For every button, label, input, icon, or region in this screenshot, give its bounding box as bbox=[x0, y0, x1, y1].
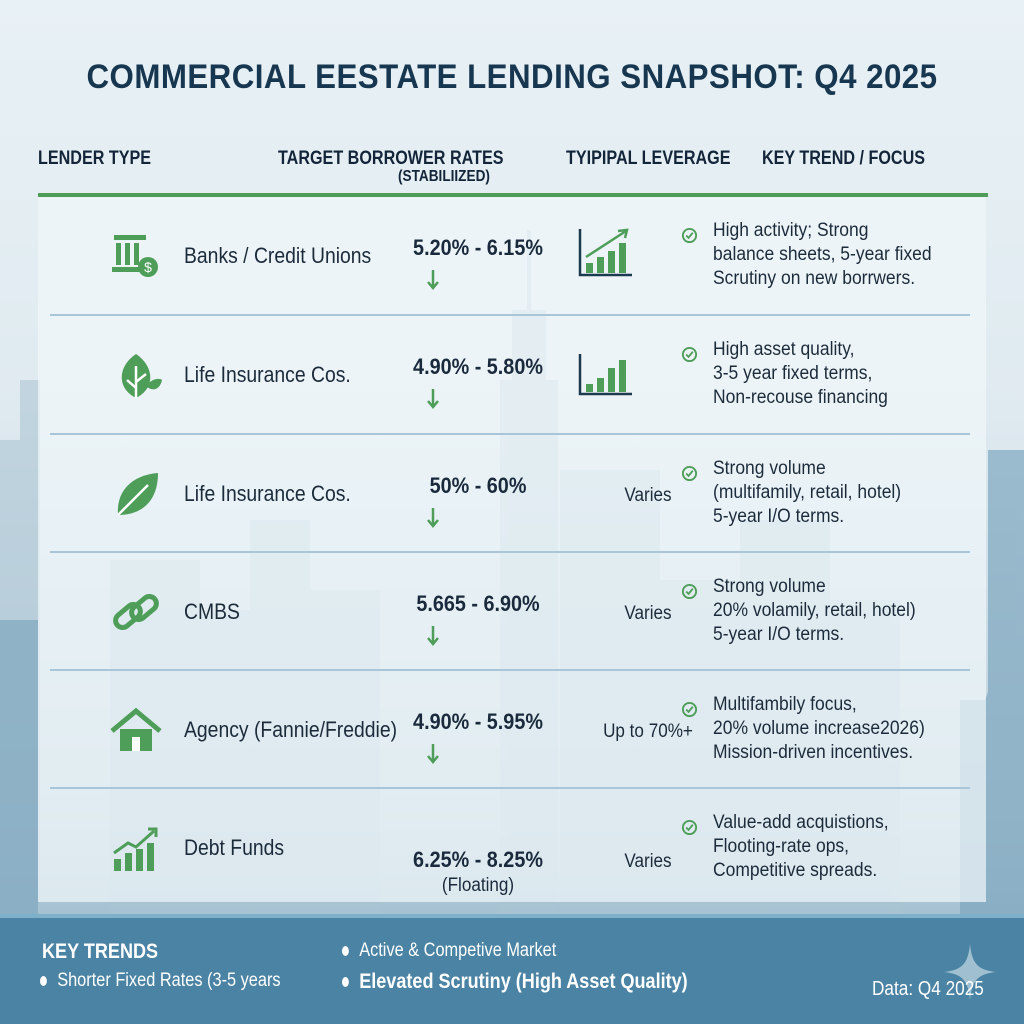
footer-heading: KEY TRENDS bbox=[42, 940, 159, 963]
trend-line: High activity; Strong bbox=[713, 220, 869, 241]
trend-text: Strong volume 20% volamily, retail, hotel… bbox=[713, 575, 916, 647]
trend-text: Value-add acquistions, Flooting-rate ops,… bbox=[713, 811, 889, 883]
bullet-icon bbox=[342, 945, 349, 956]
lender-name: Agency (Fannie/Freddie) bbox=[184, 717, 398, 742]
growth-chart-icon bbox=[578, 228, 632, 277]
trend-line: 20% volamily, retail, hotel) bbox=[713, 600, 916, 621]
trend-up-chart-icon bbox=[113, 827, 158, 871]
row-divider bbox=[50, 669, 970, 671]
rate-range: 4.90% - 5.80% bbox=[413, 354, 543, 379]
check-circle-icon bbox=[681, 465, 698, 482]
trend-line: Flooting-rate ops, bbox=[713, 836, 850, 857]
row-divider bbox=[50, 433, 970, 435]
check-circle-icon bbox=[681, 701, 698, 718]
leverage-value: Up to 70%+ bbox=[603, 721, 693, 742]
data-source: Data: Q4 2025 bbox=[872, 978, 984, 1000]
footer-item: Elevated Scrutiny (High Asset Quality) bbox=[342, 970, 688, 994]
row-divider bbox=[50, 787, 970, 789]
lender-name: Life Insurance Cos. bbox=[184, 362, 351, 387]
house-icon bbox=[110, 707, 162, 751]
trend-line: 5-year I/O terms. bbox=[713, 506, 845, 527]
trend-line: 3-5 year fixed terms, bbox=[713, 363, 873, 384]
leverage-value: Varies bbox=[624, 603, 672, 624]
trend-line: Competitive spreads. bbox=[713, 860, 878, 881]
header-divider bbox=[38, 193, 988, 197]
row-divider bbox=[50, 314, 970, 316]
arrow-down-icon bbox=[427, 508, 439, 528]
trend-line: 5-year I/O terms. bbox=[713, 624, 845, 645]
trend-line: Non-recouse financing bbox=[713, 387, 888, 408]
rate-range: 4.90% - 5.95% bbox=[413, 709, 543, 734]
arrow-down-icon bbox=[427, 626, 439, 646]
leaf-sprout-icon bbox=[121, 354, 162, 398]
arrow-down-icon bbox=[427, 389, 439, 409]
trend-line: Scrutiny on new borrwers. bbox=[713, 268, 916, 289]
header-leverage: TYIPIPAL LEVERAGE bbox=[566, 148, 731, 169]
bullet-icon bbox=[342, 977, 349, 988]
lender-name: CMBS bbox=[184, 599, 240, 624]
rate-range: 5.20% - 6.15% bbox=[413, 235, 543, 260]
table-row: Debt Funds 6.25% - 8.25% (Floating) Vari… bbox=[38, 791, 986, 909]
table-row: Agency (Fannie/Freddie) 4.90% - 5.95% Up… bbox=[38, 673, 986, 791]
trend-text: High activity; Strong balance sheets, 5-y… bbox=[713, 219, 932, 291]
svg-text:$: $ bbox=[144, 259, 152, 275]
footer-item: Shorter Fixed Rates (3-5 years bbox=[40, 970, 281, 992]
header-trend: KEY TREND / FOCUS bbox=[762, 148, 926, 169]
table-row: Life Insurance Cos. 4.90% - 5.80% High a… bbox=[38, 318, 986, 436]
header-rates: TARGET BORROWER RATES bbox=[278, 148, 504, 169]
trend-line: 20% volume increase2026) bbox=[713, 718, 925, 739]
table-row: Life Insurance Cos. 50% - 60% Varies Str… bbox=[38, 437, 986, 555]
table-row: $ Banks / Credit Unions 5.20% - 6.15% Hi… bbox=[38, 199, 986, 317]
rate-range: 6.25% - 8.25% bbox=[413, 847, 543, 872]
lender-name: Banks / Credit Unions bbox=[184, 243, 372, 268]
trend-line: Value-add acquistions, bbox=[713, 812, 889, 833]
trend-text: High asset quality, 3-5 year fixed terms,… bbox=[713, 338, 888, 410]
trend-line: balance sheets, 5-year fixed bbox=[713, 244, 932, 265]
check-circle-icon bbox=[681, 227, 698, 244]
page-title: COMMERCIAL EESTATE LENDING SNAPSHOT: Q4 … bbox=[86, 58, 938, 96]
bar-chart-icon bbox=[578, 354, 632, 396]
table-row: CMBS 5.665 - 6.90% Varies Strong volume 2… bbox=[38, 555, 986, 673]
leverage-value: Varies bbox=[624, 851, 672, 872]
sparkle-icon bbox=[944, 944, 996, 1000]
arrow-down-icon bbox=[427, 744, 439, 764]
bank-dollar-icon: $ bbox=[112, 235, 158, 277]
trend-text: Strong volume (multifamily, retail, hotel… bbox=[713, 457, 901, 529]
header-lender-type: LENDER TYPE bbox=[38, 148, 152, 169]
check-circle-icon bbox=[681, 583, 698, 600]
trend-line: Strong volume bbox=[713, 458, 826, 479]
trend-line: High asset quality, bbox=[713, 339, 855, 360]
trend-text: Multifambily focus, 20% volume increase20… bbox=[713, 693, 925, 765]
header-rates-sub: (STABILIIZED) bbox=[398, 168, 490, 185]
lender-name: Life Insurance Cos. bbox=[184, 481, 351, 506]
rate-range: 50% - 60% bbox=[429, 473, 527, 498]
footer-item: Active & Competive Market bbox=[342, 940, 556, 962]
bullet-icon bbox=[40, 975, 47, 986]
footer-banner: KEY TRENDS Shorter Fixed Rates (3-5 year… bbox=[0, 914, 1024, 1024]
chain-link-icon bbox=[113, 594, 159, 630]
lender-name: Debt Funds bbox=[184, 835, 285, 860]
rate-range: 5.665 - 6.90% bbox=[416, 591, 540, 616]
rate-note: (Floating) bbox=[441, 875, 515, 896]
row-divider bbox=[50, 551, 970, 553]
check-circle-icon bbox=[681, 819, 698, 836]
trend-line: Strong volume bbox=[713, 576, 826, 597]
check-circle-icon bbox=[681, 346, 698, 363]
trend-line: Mission-driven incentives. bbox=[713, 742, 914, 763]
trend-line: Multifambily focus, bbox=[713, 694, 857, 715]
leverage-value: Varies bbox=[624, 485, 672, 506]
arrow-down-icon bbox=[427, 270, 439, 290]
trend-line: (multifamily, retail, hotel) bbox=[713, 482, 902, 503]
leaf-icon bbox=[117, 473, 158, 516]
